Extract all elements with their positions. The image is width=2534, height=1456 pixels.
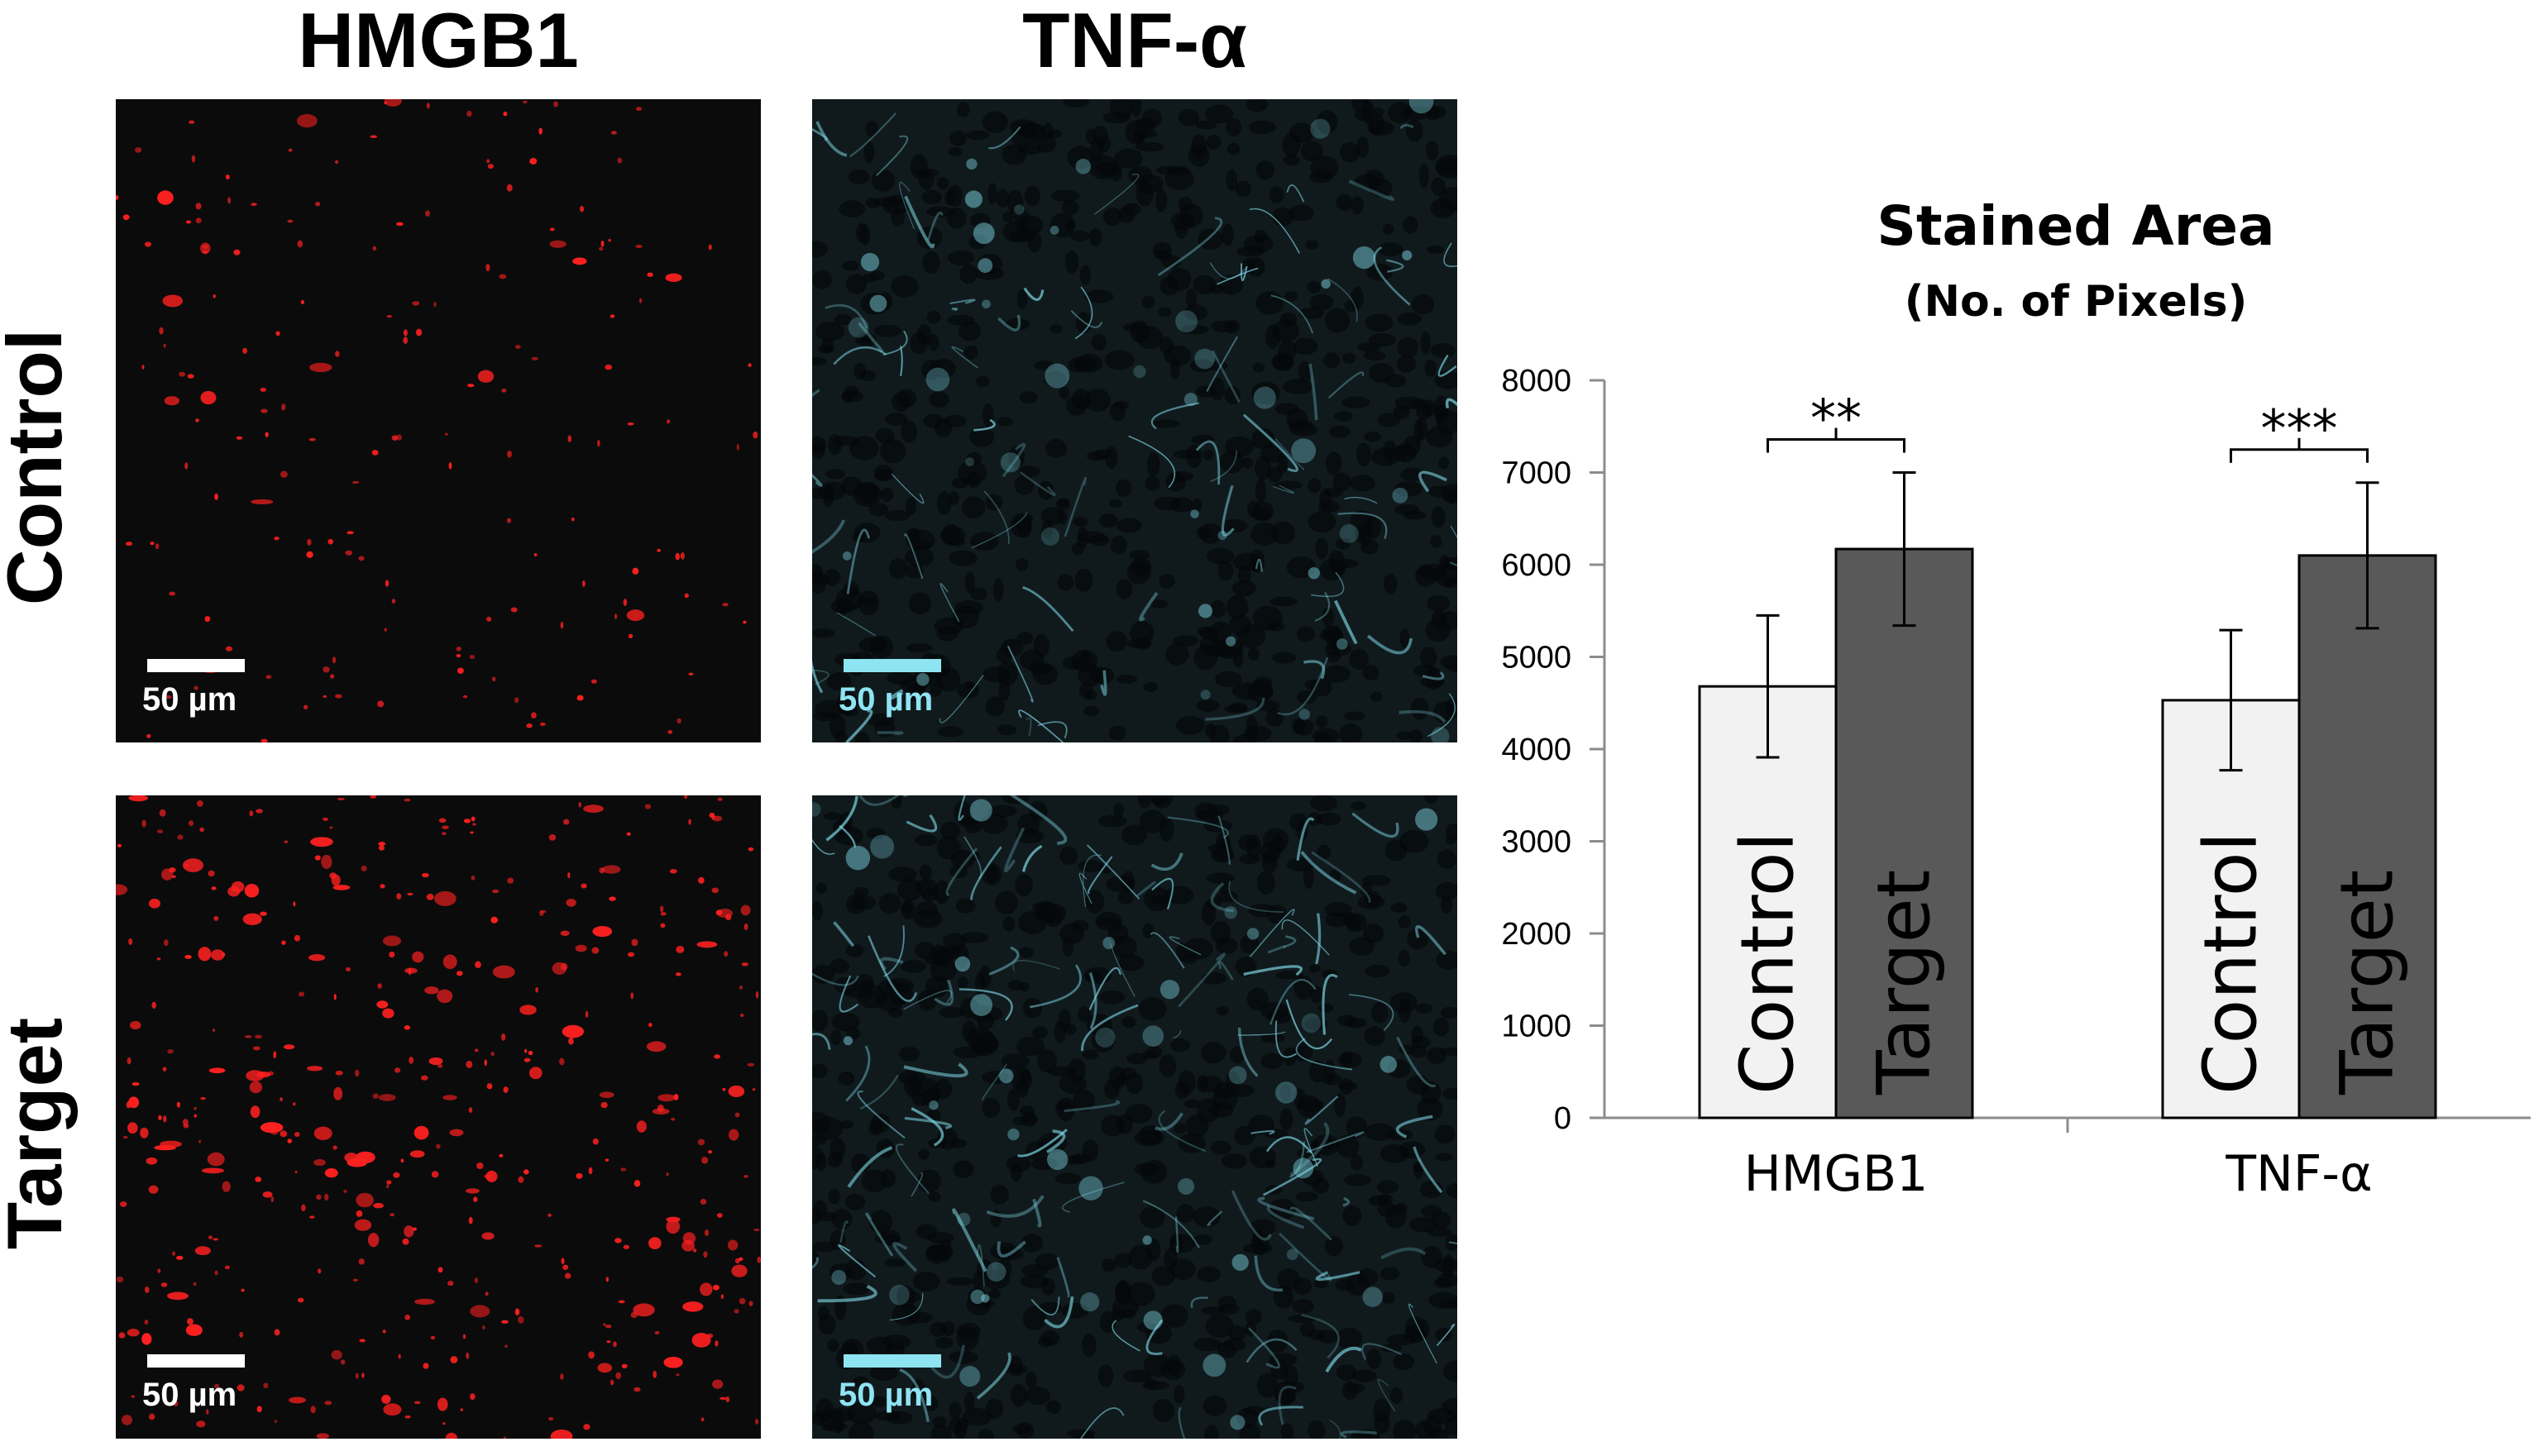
row-label-target: Target [0,1017,78,1250]
significance-marker: ** [1810,389,1862,449]
x-category-label: HMGB1 [1744,1145,1929,1203]
scale-bar [844,1354,941,1368]
micrograph-control-tnf-alpha [812,99,1457,742]
bar-label-control: Control [2188,832,2273,1095]
y-tick-label: 7000 [1501,456,1571,491]
bar-target [1834,547,1974,1119]
column-title-tnf-alpha: TNF-α [1022,0,1247,84]
micrograph-texture [812,795,1457,1439]
micrograph-target-hmgb1 [116,795,761,1439]
y-tick-label: 6000 [1501,548,1571,583]
y-tick-label: 5000 [1501,641,1571,675]
micrograph-texture [116,99,758,742]
y-tick-label: 3000 [1501,825,1571,860]
column-title-hmgb1: HMGB1 [298,0,579,84]
scale-bar [147,1354,245,1368]
y-tick-label: 4000 [1501,733,1571,767]
micrograph-texture [812,99,1457,742]
row-label-control: Control [0,328,78,606]
scale-bar [147,659,245,672]
scale-bar-label: 50 µm [839,1377,934,1413]
stained-area-bar-chart: Stained Area (No. of Pixels) 0 1000 2000 30… [1501,194,2531,1203]
chart-subtitle: (No. of Pixels) [1905,277,2248,327]
y-tick-label: 8000 [1501,364,1571,399]
scale-bar [844,659,941,672]
micrograph-control-hmgb1 [116,99,761,742]
bar-label-target: Target [2325,870,2410,1096]
bar-label-target: Target [1862,870,1947,1096]
y-tick-label: 2000 [1501,917,1571,952]
x-category-label: TNF-α [2225,1145,2372,1203]
scale-bar-label: 50 µm [142,1377,237,1413]
significance-marker: *** [2261,399,2338,459]
y-tick-label: 1000 [1501,1010,1571,1044]
micrograph-texture [116,795,761,1439]
scale-bar-label: 50 µm [142,681,237,718]
scale-bar-label: 50 µm [839,681,934,718]
bar-label-control: Control [1725,832,1810,1095]
bar-target [2297,554,2437,1119]
y-tick-label: 0 [1554,1101,1571,1136]
micrograph-target-tnf-alpha [812,795,1457,1439]
chart-title: Stained Area [1877,194,2274,258]
